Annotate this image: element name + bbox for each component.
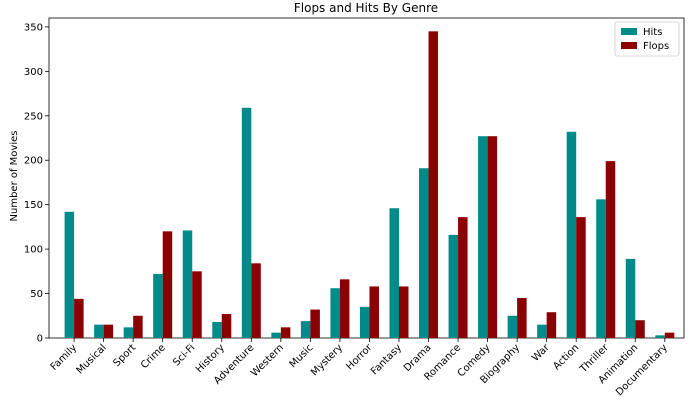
bar-hits-drama xyxy=(419,168,429,338)
x-tick-label: Action xyxy=(551,342,581,372)
y-tick-label: 300 xyxy=(24,67,43,78)
bar-flops-music xyxy=(310,309,320,338)
y-axis-label: Number of Movies xyxy=(9,131,20,222)
x-tick-label: Sport xyxy=(112,342,139,369)
bar-flops-war xyxy=(546,312,557,338)
x-tick-label: Documentary xyxy=(614,342,670,398)
y-tick-label: 350 xyxy=(24,22,43,33)
bar-hits-musical xyxy=(94,324,104,338)
bar-hits-war xyxy=(537,324,547,338)
bar-flops-comedy xyxy=(487,136,498,338)
bar-flops-drama xyxy=(428,31,439,338)
bar-hits-adventure xyxy=(241,107,252,339)
bar-hits-animation xyxy=(625,258,636,338)
bar-flops-adventure xyxy=(251,263,261,338)
bar-flops-family xyxy=(74,298,84,338)
x-tick-label: Fantasy xyxy=(369,342,404,377)
bar-flops-documentary xyxy=(664,332,675,338)
bar-flops-western xyxy=(280,327,291,338)
x-tick-label: Music xyxy=(288,342,316,370)
x-tick-label: Western xyxy=(249,342,286,379)
y-tick-label: 200 xyxy=(24,156,43,167)
bar-hits-history xyxy=(212,322,222,338)
bar-flops-sport xyxy=(133,315,143,338)
bar-hits-sport xyxy=(123,327,134,338)
bar-hits-thriller xyxy=(596,199,606,338)
legend-swatch-flops xyxy=(621,42,637,49)
bar-flops-mystery xyxy=(339,279,350,338)
x-tick-label: Sci-Fi xyxy=(171,342,197,368)
bar-flops-fantasy xyxy=(398,286,409,338)
plot-frame xyxy=(48,17,685,339)
legend-label-flops: Flops xyxy=(643,41,669,52)
bar-hits-western xyxy=(271,332,281,338)
bar-hits-crime xyxy=(153,274,163,338)
bar-flops-romance xyxy=(458,217,468,338)
bar-flops-biography xyxy=(517,298,527,338)
bar-hits-romance xyxy=(448,234,459,338)
bar-flops-musical xyxy=(103,324,114,338)
bar-hits-biography xyxy=(507,315,518,338)
bar-flops-thriller xyxy=(605,161,616,338)
bar-hits-sci-fi xyxy=(182,230,193,338)
bar-flops-animation xyxy=(635,320,645,338)
bar-flops-horror xyxy=(369,286,379,338)
bar-hits-action xyxy=(566,131,577,338)
x-tick-label: Musical xyxy=(75,342,109,376)
legend-swatch-hits xyxy=(621,28,637,35)
bar-flops-sci-fi xyxy=(192,271,202,338)
x-tick-label: Mystery xyxy=(309,342,345,378)
bar-hits-fantasy xyxy=(389,208,399,338)
y-tick-label: 0 xyxy=(37,334,43,345)
legend-label-hits: Hits xyxy=(643,27,662,38)
bar-hits-family xyxy=(64,211,75,338)
bar-hits-mystery xyxy=(330,288,340,338)
chart-title: Flops and Hits By Genre xyxy=(294,1,438,15)
y-tick-label: 250 xyxy=(24,111,43,122)
y-tick-label: 100 xyxy=(24,245,43,256)
y-tick-label: 50 xyxy=(30,289,43,300)
x-tick-label: War xyxy=(530,342,552,364)
y-axis: 0 50 100 150 200 250 300 350 xyxy=(24,22,49,345)
bar-hits-music xyxy=(300,321,311,338)
legend: Hits Flops xyxy=(614,21,680,57)
bar-flops-history xyxy=(221,314,232,338)
bar-flops-crime xyxy=(162,231,173,338)
x-tick-label: Crime xyxy=(139,342,168,371)
bar-hits-comedy xyxy=(478,136,488,338)
bar-hits-horror xyxy=(359,306,370,338)
y-tick-label: 150 xyxy=(24,200,43,211)
plot-area xyxy=(48,17,685,339)
bar-flops-action xyxy=(576,217,586,338)
bar-hits-documentary xyxy=(655,335,665,338)
